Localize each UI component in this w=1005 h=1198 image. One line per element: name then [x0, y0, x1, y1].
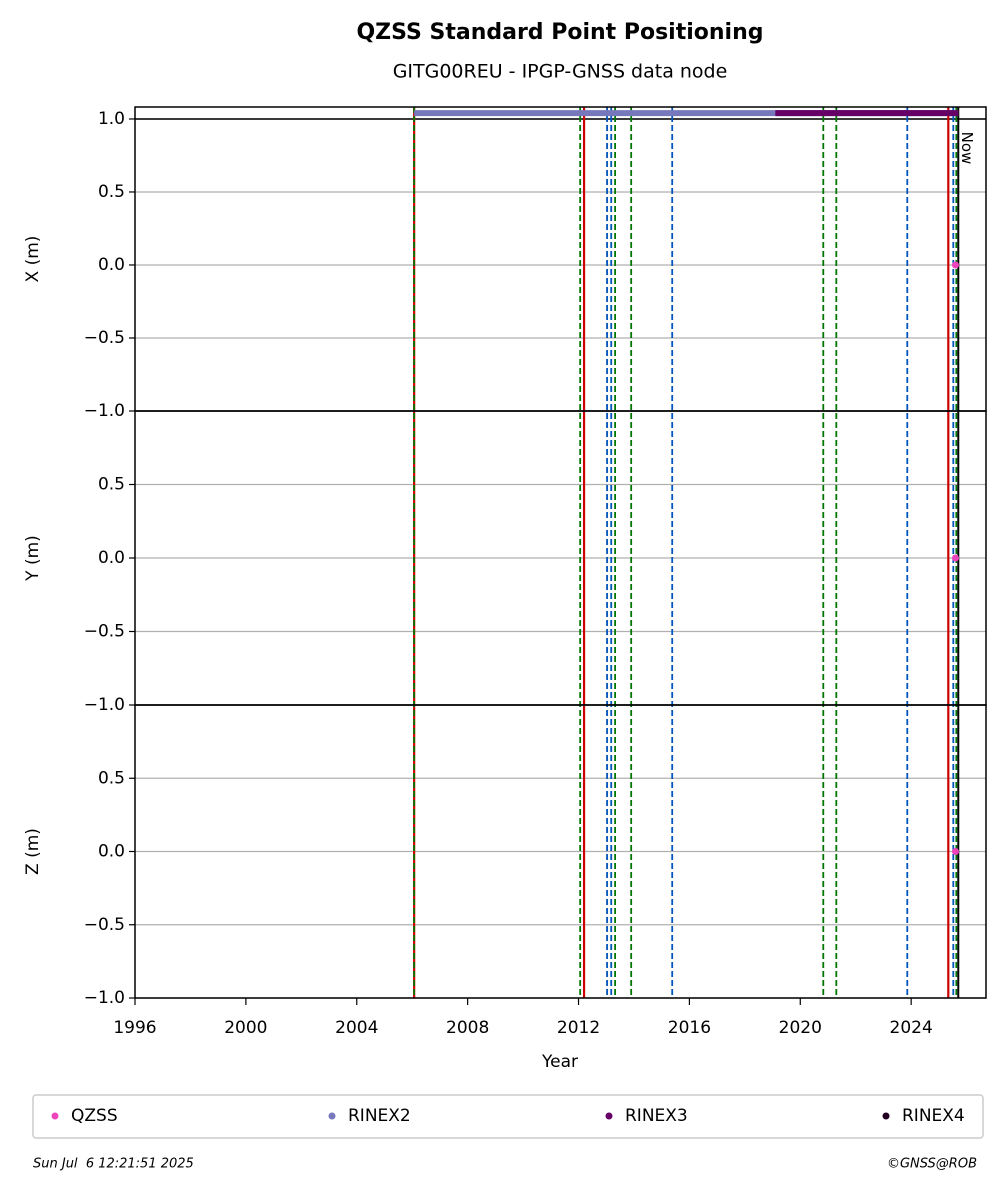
legend-box — [32, 1094, 984, 1139]
legend-marker — [882, 1112, 890, 1120]
panel-frame — [134, 106, 987, 412]
x-tick-label: 2020 — [779, 1018, 822, 1038]
y-tick-label: −0.5 — [84, 328, 125, 348]
x-tick-label: 2024 — [890, 1018, 933, 1038]
x-tick-label: 2012 — [557, 1018, 600, 1038]
y-axis-label: X (m) — [23, 236, 43, 283]
legend-label: RINEX4 — [902, 1106, 965, 1126]
y-tick-label: 0.0 — [98, 842, 125, 862]
x-tick-label: 2000 — [224, 1018, 267, 1038]
x-tick-label: 2004 — [335, 1018, 378, 1038]
y-axis-label: Y (m) — [23, 535, 43, 582]
legend-marker — [328, 1112, 336, 1120]
y-axis-label: Z (m) — [23, 828, 43, 875]
point — [952, 848, 960, 855]
credit: ©GNSS@ROB — [887, 1157, 977, 1172]
now-label: Now — [958, 132, 976, 165]
legend-marker — [605, 1112, 613, 1120]
point — [952, 554, 960, 562]
legend-label: RINEX3 — [625, 1106, 688, 1126]
y-tick-label: 0.5 — [98, 768, 125, 788]
y-tick-label: 1.0 — [98, 109, 125, 129]
x-tick-label: 2016 — [668, 1018, 711, 1038]
panel-frame — [134, 704, 987, 999]
y-tick-label: −1.0 — [84, 695, 125, 715]
y-tick-label: 0.0 — [98, 548, 125, 568]
y-tick-label: 0.5 — [98, 475, 125, 495]
point — [952, 261, 960, 269]
y-tick-label: −0.5 — [84, 622, 125, 642]
x-tick-label: 1996 — [113, 1018, 156, 1038]
chart-title: QZSS Standard Point Positioning — [356, 20, 763, 45]
legend-label: QZSS — [71, 1106, 118, 1126]
y-tick-label: −1.0 — [84, 988, 125, 1008]
legend-label: RINEX2 — [348, 1106, 411, 1126]
y-tick-label: −1.0 — [84, 401, 125, 421]
y-tick-label: −0.5 — [84, 915, 125, 935]
y-tick-label: 0.0 — [98, 255, 125, 275]
x-tick-label: 2008 — [446, 1018, 489, 1038]
chart-subtitle: GITG00REU - IPGP-GNSS data node — [393, 61, 728, 83]
timestamp: Sun Jul 6 12:21:51 2025 — [33, 1157, 194, 1172]
legend-marker — [51, 1112, 59, 1120]
y-tick-label: 0.5 — [98, 182, 125, 202]
x-axis-label: Year — [541, 1052, 578, 1072]
